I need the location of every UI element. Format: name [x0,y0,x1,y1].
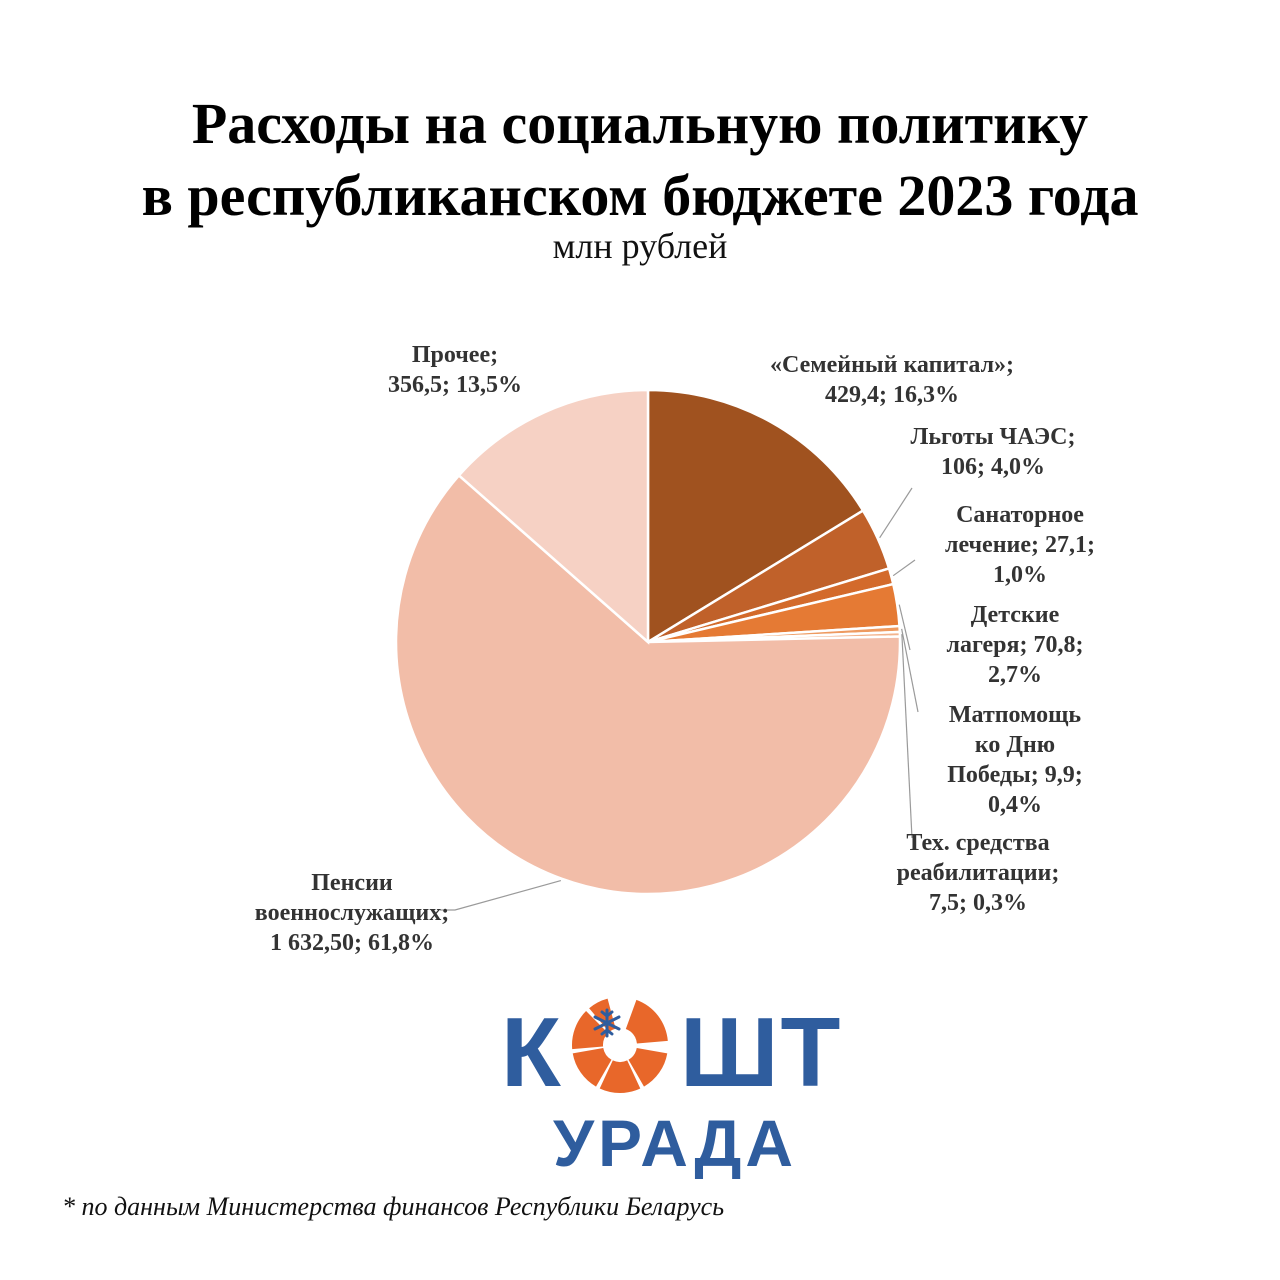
pie-slice-1 [646,388,865,645]
logo-orange-wheel-icon [572,998,668,1093]
pie-chart: «Семейный капитал»; 429,4; 16,3% Льготы ЧА… [255,342,1095,956]
slice-label-8: Прочее; 356,5; 13,5% [388,342,522,398]
slice-label-6-line-2: реабилитации; [897,860,1060,886]
slice-label-2-line-1: Льготы ЧАЭС; [910,424,1075,450]
pie-slices [394,388,902,896]
chart-title-line-1: Расходы на социальную политику [191,91,1089,156]
logo-wheel-segment-2 [599,1060,641,1093]
logo-subtitle: УРАДА [553,1106,798,1180]
leader-lines [440,487,919,911]
slice-label-7-line-1: Пенсии [311,870,393,896]
leader-line-7 [440,880,562,911]
slice-labels: «Семейный капитал»; 429,4; 16,3% Льготы ЧА… [255,342,1095,956]
slice-label-7-line-2: военнослужащих; [255,900,449,926]
slice-label-7: Пенсии военнослужащих; 1 632,50; 61,8% [255,870,449,956]
logo-snowflake-icon [593,1008,621,1038]
logo-letters-sht: ШТ [680,997,843,1107]
logo-wheel-segments [572,998,668,1093]
slice-label-6-line-3: 7,5; 0,3% [929,890,1027,916]
slice-label-3-line-3: 1,0% [993,562,1047,588]
slice-label-3-line-1: Санаторное [956,502,1084,528]
slice-label-5: Матпомощь ко Дню Победы; 9,9; 0,4% [947,702,1083,818]
slice-label-8-line-2: 356,5; 13,5% [388,372,522,398]
logo-wheel-segment-6 [625,999,668,1044]
chart-title-line-2: в республиканском бюджете 2023 года [141,163,1139,228]
pie-slice-8 [457,388,650,645]
leader-line-5 [901,628,919,713]
logo-wheel-segment-3 [572,1047,612,1087]
slice-label-4-line-1: Детские [971,602,1060,628]
slice-label-7-line-3: 1 632,50; 61,8% [270,930,434,956]
slice-label-6: Тех. средства реабилитации; 7,5; 0,3% [897,830,1060,916]
slice-label-3-line-2: лечение; 27,1; [945,532,1095,558]
pie-slice-7 [394,473,902,896]
slice-label-4: Детские лагеря; 70,8; 2,7% [946,602,1083,688]
logo: К ШТ УРАДА [495,990,840,1190]
slice-label-1: «Семейный капитал»; 429,4; 16,3% [770,352,1014,408]
slice-label-5-line-2: ко Дню [975,732,1055,758]
leader-line-3 [892,559,916,577]
slice-label-2: Льготы ЧАЭС; 106; 4,0% [910,424,1075,480]
footnote: * по данным Министерства финансов Респуб… [62,1192,725,1221]
leader-line-2 [879,487,913,539]
chart-title: Расходы на социальную политику в республ… [0,88,1280,232]
leader-line-6 [901,634,913,839]
logo-wheel-segment-4 [572,1011,608,1050]
slice-label-1-line-2: 429,4; 16,3% [825,382,959,408]
slice-label-4-line-3: 2,7% [988,662,1042,688]
leader-line-4 [898,604,911,651]
slice-label-5-line-3: Победы; 9,9; [947,762,1083,788]
slice-label-5-line-4: 0,4% [988,792,1042,818]
slice-label-4-line-2: лагеря; 70,8; [946,632,1083,658]
slice-label-2-line-2: 106; 4,0% [941,454,1045,480]
slice-label-3: Санаторное лечение; 27,1; 1,0% [945,502,1095,588]
slice-label-5-line-1: Матпомощь [949,702,1081,728]
chart-subtitle: млн рублей [552,226,728,266]
slice-label-6-line-1: Тех. средства [906,830,1049,856]
logo-letter-k: К [501,997,563,1107]
logo-wheel-segment-1 [628,1047,668,1087]
slice-label-8-line-1: Прочее; [412,342,498,368]
slice-label-1-line-1: «Семейный капитал»; [770,352,1014,378]
